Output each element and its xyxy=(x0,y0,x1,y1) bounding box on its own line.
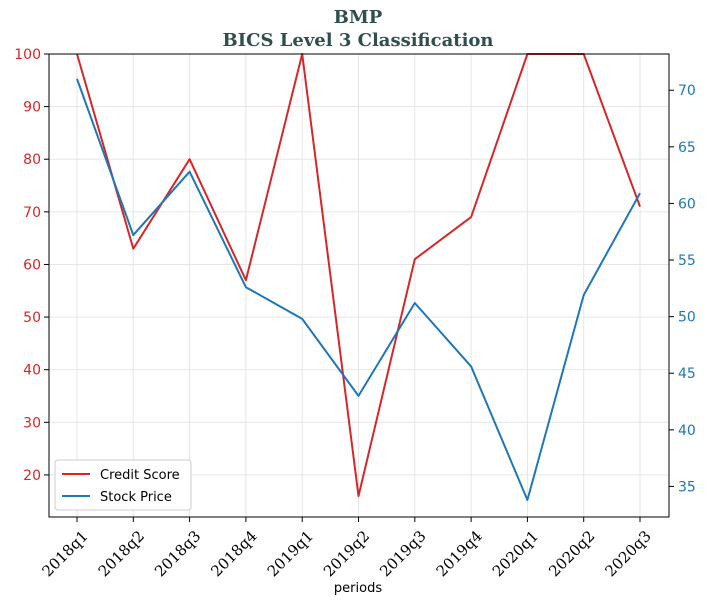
chart-subtitle: BICS Level 3 Classification xyxy=(222,30,493,51)
legend-box xyxy=(54,459,192,511)
legend: Credit Score Stock Price xyxy=(54,459,192,511)
x-tick-label: 2018q2 xyxy=(95,527,148,580)
right-tick-label: 65 xyxy=(678,140,696,156)
legend-label-stock-price: Stock Price xyxy=(100,490,172,505)
x-tick-label: 2018q3 xyxy=(151,527,204,580)
right-tick-label: 40 xyxy=(678,423,696,439)
x-tick-label: 2019q4 xyxy=(433,527,486,580)
x-tick-label: 2018q4 xyxy=(207,527,260,580)
left-tick-label: 80 xyxy=(23,152,41,168)
right-tick-label: 35 xyxy=(678,479,696,495)
right-tick-label: 55 xyxy=(678,253,696,269)
left-axis-ticks: 20 30 40 50 60 70 80 90 100 xyxy=(14,47,49,484)
right-tick-label: 45 xyxy=(678,366,696,382)
right-tick-label: 70 xyxy=(678,83,696,99)
left-tick-label: 90 xyxy=(23,100,41,116)
x-tick-label: 2020q2 xyxy=(545,527,598,580)
grid xyxy=(49,53,669,517)
left-tick-label: 50 xyxy=(23,310,41,326)
legend-label-credit-score: Credit Score xyxy=(100,468,180,483)
right-axis-ticks: 35 40 45 50 55 60 65 70 xyxy=(669,83,696,495)
right-tick-label: 50 xyxy=(678,310,696,326)
series-line-stock-price xyxy=(76,78,641,501)
left-tick-label: 60 xyxy=(23,257,41,273)
left-tick-label: 20 xyxy=(23,468,41,484)
x-axis-label: periods xyxy=(334,581,382,596)
right-tick-label: 60 xyxy=(678,196,696,212)
x-tick-label: 2019q1 xyxy=(264,527,317,580)
chart-title: BMP xyxy=(334,7,383,28)
left-tick-label: 30 xyxy=(23,415,41,431)
x-tick-label: 2019q2 xyxy=(320,527,373,580)
x-axis-ticks: 2018q1 2018q2 2018q3 2018q4 2019q1 2019q2 2019… xyxy=(38,517,655,580)
x-tick-label: 2020q3 xyxy=(601,527,654,580)
x-tick-label: 2020q1 xyxy=(489,527,542,580)
left-tick-label: 40 xyxy=(23,363,41,379)
left-tick-label: 70 xyxy=(23,205,41,221)
x-tick-label: 2018q1 xyxy=(38,527,91,580)
left-tick-label: 100 xyxy=(14,47,41,63)
x-tick-label: 2019q3 xyxy=(376,527,429,580)
